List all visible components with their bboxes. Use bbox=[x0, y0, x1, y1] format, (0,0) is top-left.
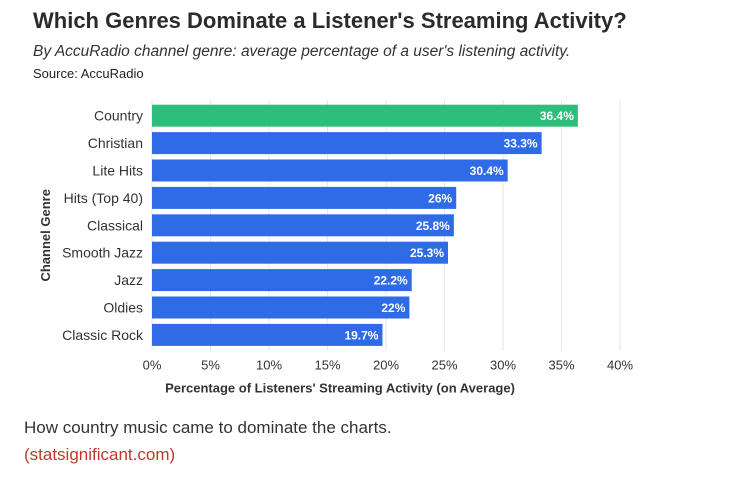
bar bbox=[152, 159, 508, 182]
category-label: Classic Rock bbox=[62, 327, 144, 343]
data-label: 25.8% bbox=[416, 219, 450, 233]
y-axis-label: Channel Genre bbox=[38, 189, 53, 281]
category-label: Country bbox=[94, 108, 143, 124]
category-label: Smooth Jazz bbox=[62, 245, 143, 261]
x-axis-label: Percentage of Listeners' Streaming Activ… bbox=[165, 381, 515, 396]
category-label: Christian bbox=[88, 135, 143, 151]
bar bbox=[152, 323, 383, 346]
x-tick-label: 35% bbox=[548, 358, 574, 373]
x-tick-label: 25% bbox=[431, 358, 457, 373]
bar bbox=[152, 214, 454, 237]
chart-source: Source: AccuRadio bbox=[33, 66, 144, 81]
data-label: 25.3% bbox=[410, 246, 444, 260]
x-tick-label: 20% bbox=[373, 358, 399, 373]
data-label: 22% bbox=[381, 301, 405, 315]
category-label: Lite Hits bbox=[92, 163, 143, 179]
chart-title: Which Genres Dominate a Listener's Strea… bbox=[33, 8, 627, 33]
bar bbox=[152, 104, 578, 127]
chart-subtitle: By AccuRadio channel genre: average perc… bbox=[33, 43, 571, 60]
bar bbox=[152, 296, 410, 319]
bar bbox=[152, 269, 412, 292]
category-label: Classical bbox=[87, 217, 143, 233]
data-label: 19.7% bbox=[344, 328, 378, 342]
x-tick-label: 15% bbox=[314, 358, 340, 373]
category-label: Jazz bbox=[114, 272, 143, 288]
x-tick-label: 30% bbox=[490, 358, 516, 373]
footer-caption: How country music came to dominate the c… bbox=[24, 418, 392, 437]
source-link[interactable]: (statsignificant.com) bbox=[24, 445, 176, 464]
data-label: 30.4% bbox=[470, 164, 504, 178]
data-label: 33.3% bbox=[504, 137, 538, 151]
x-tick-label: 5% bbox=[201, 358, 220, 373]
x-tick-label: 10% bbox=[256, 358, 282, 373]
data-label: 36.4% bbox=[540, 109, 574, 123]
bar-chart: Country 36.4% Christian 33.3% Lite Hits 30.4%… bbox=[38, 100, 633, 396]
x-tick-label: 0% bbox=[143, 358, 162, 373]
data-label: 26% bbox=[428, 191, 452, 205]
data-label: 22.2% bbox=[374, 274, 408, 288]
category-label: Oldies bbox=[103, 300, 143, 316]
category-label: Hits (Top 40) bbox=[64, 190, 143, 206]
bar bbox=[152, 132, 542, 155]
bar bbox=[152, 241, 449, 264]
x-tick-label: 40% bbox=[607, 358, 633, 373]
bar bbox=[152, 186, 457, 209]
